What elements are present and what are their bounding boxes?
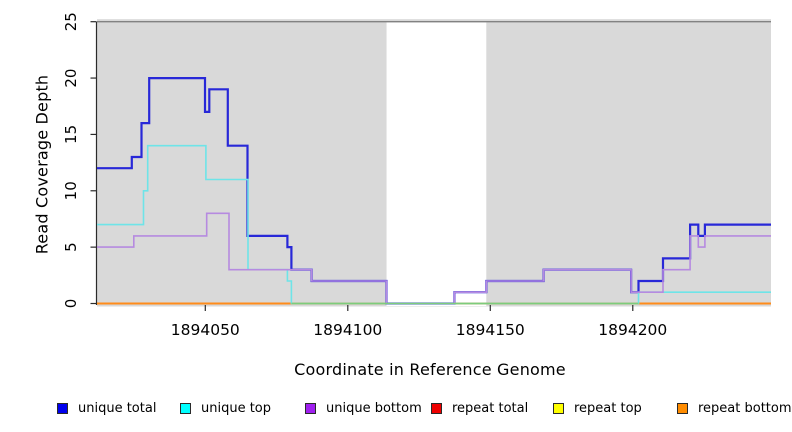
y-tick-label: 0 <box>62 299 80 309</box>
x-tick-label: 1894050 <box>171 321 240 339</box>
line-unique-bottom <box>97 212 771 305</box>
y-tick-label: 10 <box>62 181 80 200</box>
x-tick-label: 1894100 <box>313 321 382 339</box>
x-tick-label: 1894150 <box>456 321 525 339</box>
y-tick-label: 5 <box>62 242 80 252</box>
y-tick-label: 20 <box>62 69 80 88</box>
x-tick-label: 1894200 <box>598 321 667 339</box>
x-axis-label: Coordinate in Reference Genome <box>294 360 566 379</box>
y-tick-label: 25 <box>62 12 80 31</box>
masked-region <box>386 22 487 306</box>
y-tick-label: 15 <box>62 125 80 144</box>
y-axis-label: Read Coverage Depth <box>32 74 52 255</box>
